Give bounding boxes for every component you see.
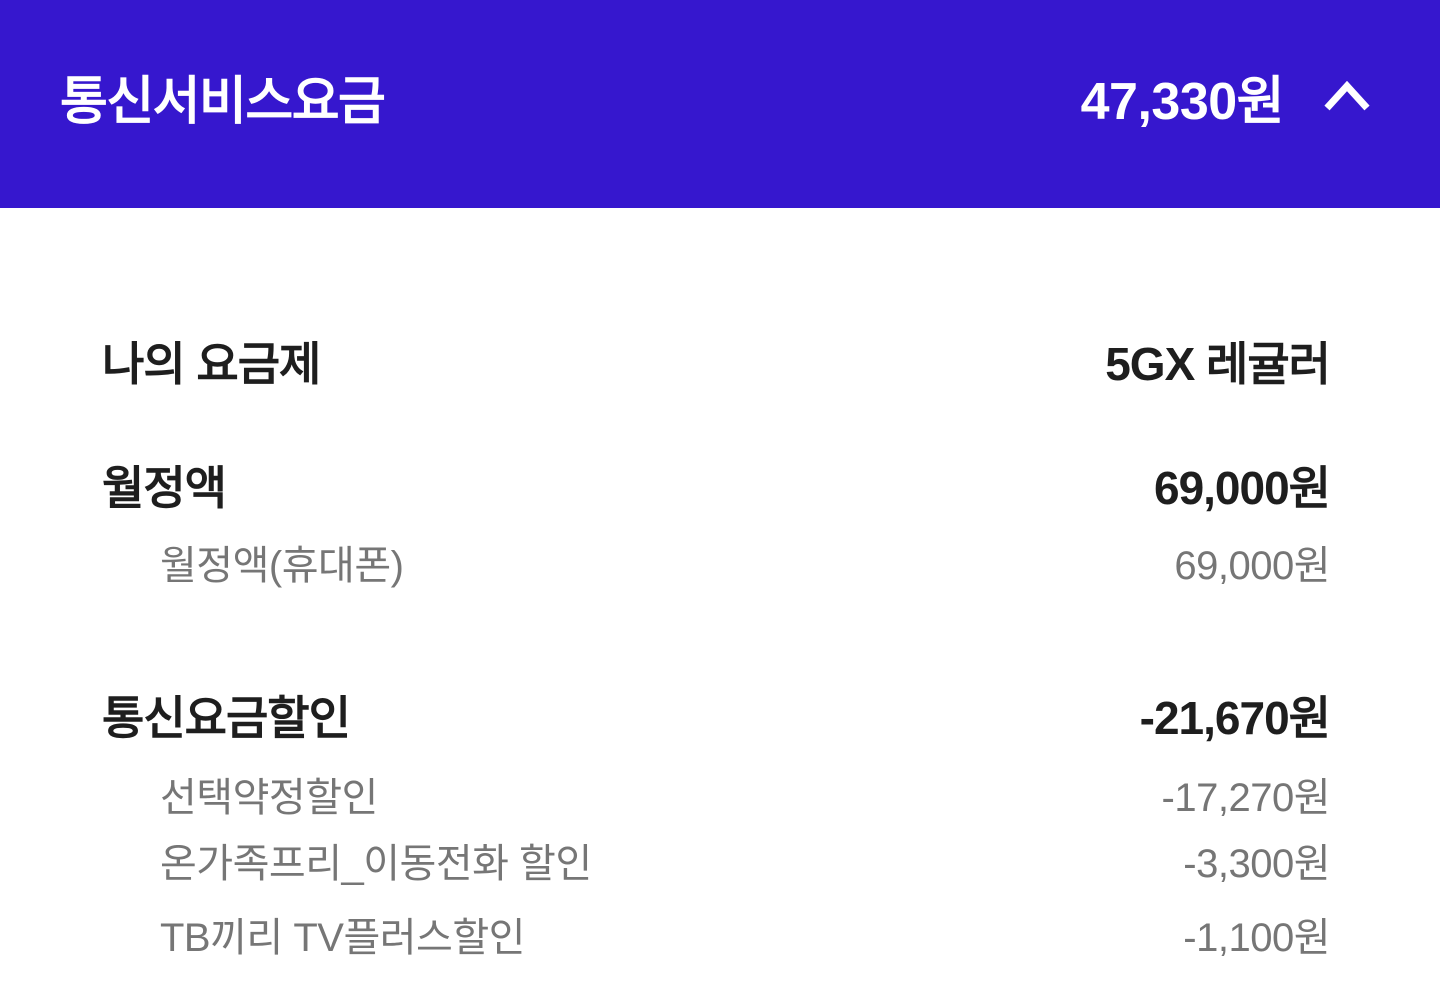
section-monthly-fee-row: 월정액 69,000원 — [102, 460, 1331, 516]
section-discount-row: 통신요금할인 -21,670원 — [102, 690, 1331, 746]
fee-summary-right: 47,330원 — [1081, 59, 1370, 134]
sub-item-amount: -17,270원 — [1161, 776, 1331, 820]
sub-item-row: 선택약정할인 -17,270원 — [102, 774, 1331, 822]
fee-detail-panel: 나의 요금제 5GX 레귤러 월정액 69,000원 월정액(휴대폰) 69,0… — [0, 336, 1440, 962]
sub-item-label: TB끼리 TV플러스할인 — [160, 916, 525, 960]
sub-item-label: 월정액(휴대폰) — [160, 544, 404, 588]
sub-item-row: 월정액(휴대폰) 69,000원 — [102, 542, 1330, 590]
section-label: 통신요금할인 — [102, 692, 351, 744]
sub-item-amount: -3,300원 — [1183, 842, 1330, 886]
plan-value: 5GX 레귤러 — [1105, 338, 1331, 390]
sub-item-label: 선택약정할인 — [160, 776, 378, 820]
section-label: 월정액 — [102, 462, 227, 514]
fee-summary-total: 47,330원 — [1080, 72, 1285, 131]
sub-item-label: 온가족프리_이동전화 할인 — [160, 842, 592, 886]
plan-label: 나의 요금제 — [102, 338, 321, 390]
section-amount: -21,670원 — [1139, 692, 1331, 744]
plan-row: 나의 요금제 5GX 레귤러 — [102, 336, 1331, 392]
fee-summary-header[interactable]: 통신서비스요금 47,330원 — [0, 0, 1440, 208]
sub-item-amount: -1,100원 — [1183, 916, 1330, 960]
sub-item-row: 온가족프리_이동전화 할인 -3,300원 — [102, 840, 1330, 888]
chevron-up-icon[interactable] — [1324, 81, 1370, 111]
sub-item-row: TB끼리 TV플러스할인 -1,100원 — [102, 914, 1330, 962]
section-amount: 69,000원 — [1153, 462, 1331, 514]
fee-summary-title: 통신서비스요금 — [60, 72, 386, 131]
sub-item-amount: 69,000원 — [1174, 544, 1330, 588]
